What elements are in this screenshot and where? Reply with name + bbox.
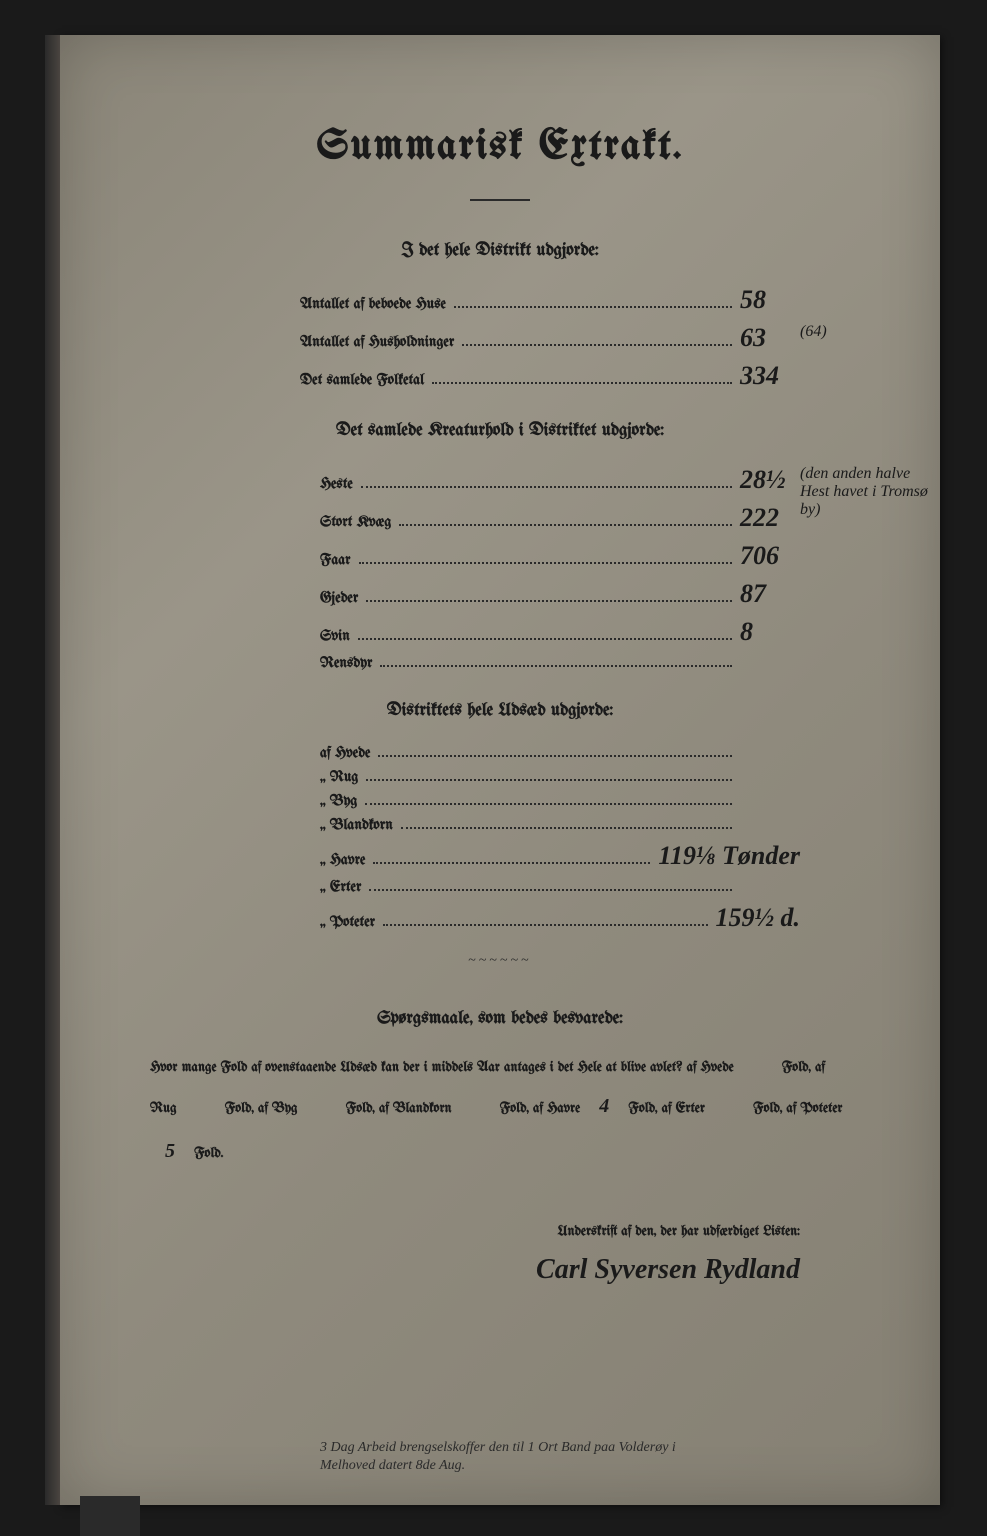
section2-header: Det samlede Kreaturhold i Distriktet udg… [120,421,880,440]
data-row: Antallet af Husholdninger63(64) [120,323,880,353]
row-label: „ Rug [320,769,358,785]
q-poteter: 5 [150,1129,190,1174]
row-value: 159½ d. [716,903,801,933]
q-hvede [738,1070,778,1071]
divider-ornament [470,199,530,201]
row-label: af Hvede [320,745,370,761]
row-value: 28½ [740,465,800,495]
data-row: „ Erter [120,879,880,895]
dotted-leader [378,755,732,757]
dotted-leader [432,382,732,384]
data-row: Det samlede Folketal 334 [120,361,880,391]
row-label: „ Havre [320,852,365,868]
data-row: Gjeder 87 [120,579,880,609]
section3-rows: af Hvede „ Rug „ Byg „ Blandkorn „ Havre 119⅛… [120,745,880,933]
dotted-leader [462,344,732,346]
dotted-leader [401,827,732,829]
bottom-handwritten-note: 3 Dag Arbeid brengselskoffer den til 1 O… [320,1439,720,1475]
data-row: „ Havre 119⅛ Tønder [120,841,880,871]
dotted-leader [365,803,732,805]
dotted-leader [366,600,732,602]
dotted-leader [454,306,732,308]
row-label: „ Blandkorn [320,817,393,833]
signature-block: Underskrift af den, der har udfærdiget L… [120,1224,880,1286]
row-value: 58 [740,285,800,315]
dotted-leader [358,638,732,640]
dotted-leader [373,862,650,864]
data-row: Antallet af beboede Huse 58 [120,285,880,315]
row-label: Svin [320,628,350,644]
data-row: Svin 8 [120,617,880,647]
data-row: „ Rug [120,769,880,785]
row-label: „ Erter [320,879,361,895]
questions-section: Spørgsmaale, som bedes besvarede: Hvor m… [120,1009,880,1174]
section1-rows: Antallet af beboede Huse 58 Antallet af Hu… [120,285,880,391]
dotted-leader [369,889,732,891]
q-erter [709,1111,749,1112]
q-havre: 4 [584,1084,624,1129]
data-row: „ Byg [120,793,880,809]
document-page: Summarisk Extrakt. I det hele Distrikt u… [60,35,940,1505]
dotted-leader [380,665,732,667]
q-rug [181,1111,221,1112]
q-byg [302,1111,342,1112]
row-label: Rensdyr [320,655,372,671]
row-label: „ Poteter [320,914,375,930]
ornament-divider: ~~~~~~ [120,953,880,969]
row-label: Heste [320,476,353,492]
section1-header: I det hele Distrikt udgjorde: [120,241,880,260]
dotted-leader [399,524,732,526]
data-row: „ Blandkorn [120,817,880,833]
questions-header: Spørgsmaale, som bedes besvarede: [120,1009,880,1028]
section2-rows: Heste28½(den anden halve Hest havet i Tr… [120,465,880,671]
row-value: 8 [740,617,800,647]
row-value: 63 [740,323,800,353]
section3-header: Distriktets hele Udsæd udgjorde: [120,701,880,720]
dotted-leader [366,779,732,781]
dotted-leader [383,924,707,926]
questions-text: Hvor mange Fold af ovenstaaende Udsæd ka… [120,1053,880,1174]
row-label: Det samlede Folketal [300,372,424,388]
row-value: 222 [740,503,800,533]
data-row: Stort Kvæg 222 [120,503,880,533]
page-title: Summarisk Extrakt. [120,125,880,169]
data-row: Heste28½(den anden halve Hest havet i Tr… [120,465,880,495]
row-label: Faar [320,552,351,568]
q-intro: Hvor mange Fold af ovenstaaende Udsæd ka… [150,1060,734,1075]
signature-name: Carl Syversen Rydland [120,1254,800,1286]
row-value: 706 [740,541,800,571]
dotted-leader [359,562,732,564]
row-value: 334 [740,361,800,391]
data-row: Rensdyr [120,655,880,671]
data-row: af Hvede [120,745,880,761]
row-value: 87 [740,579,800,609]
data-row: „ Poteter 159½ d. [120,903,880,933]
signature-label: Underskrift af den, der har udfærdiget L… [120,1224,800,1239]
row-label: „ Byg [320,793,357,809]
row-label: Gjeder [320,590,358,606]
archive-tab [80,1496,140,1536]
row-value: 119⅛ Tønder [658,841,800,871]
q-blandkorn [456,1111,496,1112]
row-label: Antallet af Husholdninger [300,334,454,350]
data-row: Faar 706 [120,541,880,571]
dotted-leader [361,486,732,488]
row-label: Stort Kvæg [320,514,391,530]
row-label: Antallet af beboede Huse [300,296,446,312]
row-note: (64) [800,323,940,341]
